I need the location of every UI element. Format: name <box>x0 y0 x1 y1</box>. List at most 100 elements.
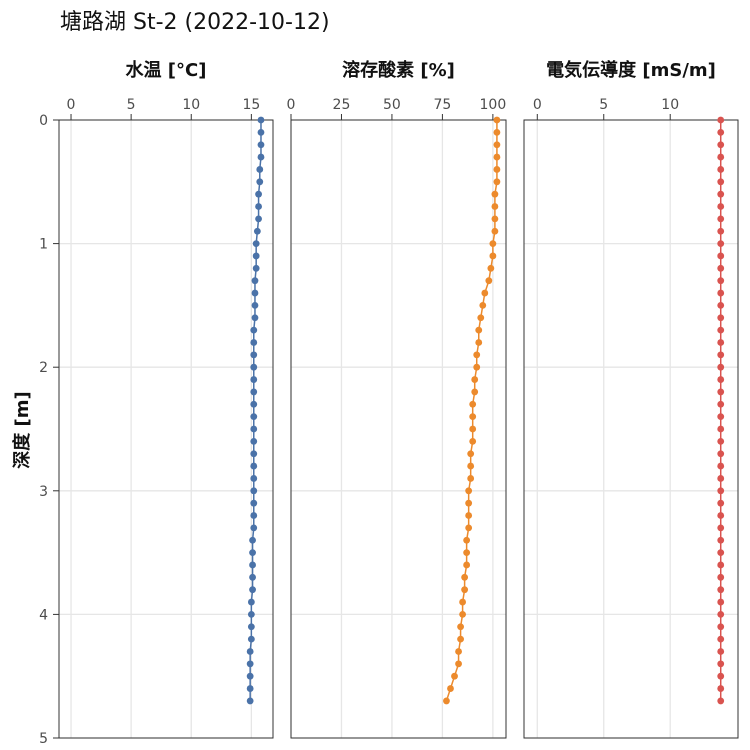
data-point <box>455 648 462 655</box>
data-point <box>473 351 481 359</box>
data-point <box>249 549 256 556</box>
data-point <box>717 128 725 136</box>
data-point <box>467 450 475 458</box>
x-tick-label: 10 <box>661 97 679 113</box>
data-point <box>717 116 725 124</box>
data-point <box>250 487 258 495</box>
y-axis: 0 1 2 3 4 5 <box>39 113 59 747</box>
x-tick-label: 5 <box>599 97 608 113</box>
data-point <box>246 697 254 705</box>
data-point <box>251 289 259 297</box>
data-point <box>250 425 258 433</box>
data-point <box>717 462 725 470</box>
data-point <box>249 573 256 581</box>
data-point <box>463 561 471 569</box>
data-point <box>257 141 265 149</box>
data-point <box>493 178 501 186</box>
data-point <box>717 326 725 334</box>
data-point <box>717 166 725 173</box>
data-point <box>255 215 262 223</box>
data-point <box>255 190 262 198</box>
data-point <box>447 685 454 692</box>
data-point <box>717 351 725 359</box>
data-point <box>255 203 262 210</box>
data-point <box>717 475 725 482</box>
y-tick-label: 5 <box>39 731 48 747</box>
data-point <box>250 437 258 445</box>
data-point <box>461 573 469 581</box>
data-point <box>250 512 258 519</box>
data-point <box>717 289 725 297</box>
panel-2: 0 25 50 75 100 溶存酸素 [%] <box>287 59 507 739</box>
data-point <box>717 697 725 705</box>
data-point <box>459 598 466 606</box>
data-point <box>489 240 497 248</box>
x-tick-label: 75 <box>433 97 451 113</box>
data-point <box>457 623 464 631</box>
data-point <box>717 623 725 631</box>
data-point <box>717 598 725 606</box>
data-point <box>491 215 499 223</box>
data-point <box>465 487 473 495</box>
data-point <box>493 141 501 149</box>
data-point <box>475 326 483 334</box>
data-point <box>246 685 254 692</box>
data-point <box>250 376 258 383</box>
data-point <box>256 166 264 173</box>
data-point <box>717 400 725 408</box>
data-point <box>250 413 258 421</box>
panels: 0 5 10 15 水温 [°C] 0 25 50 75 100 溶存酸素 [%] 0 5 10 電気伝導度… <box>58 59 739 739</box>
data-point <box>477 314 485 322</box>
data-point <box>717 487 725 495</box>
data-point <box>717 685 725 692</box>
data-point <box>463 536 471 544</box>
data-point <box>457 635 464 643</box>
data-point <box>717 227 725 235</box>
data-point <box>717 635 725 643</box>
data-point <box>250 326 258 334</box>
data-point <box>491 190 499 198</box>
data-point <box>465 524 473 532</box>
data-point <box>252 252 260 260</box>
data-point <box>717 648 725 655</box>
panel-frame <box>58 119 274 739</box>
data-point <box>467 462 475 470</box>
x-tick-label: 10 <box>182 97 200 113</box>
data-point <box>246 648 254 655</box>
data-point <box>717 203 725 210</box>
data-point <box>250 475 258 482</box>
x-tick-label: 100 <box>480 97 507 113</box>
data-point <box>465 512 473 519</box>
data-point <box>459 611 466 618</box>
data-point <box>250 524 258 532</box>
data-point <box>717 549 725 556</box>
y-tick-label: 4 <box>39 607 48 623</box>
data-point <box>251 302 259 309</box>
data-point <box>491 203 499 210</box>
data-point <box>246 660 254 668</box>
data-point <box>247 635 255 643</box>
data-point <box>249 536 256 544</box>
data-point <box>717 573 725 581</box>
data-point <box>485 277 493 285</box>
data-point <box>257 128 265 136</box>
data-point <box>717 425 725 433</box>
data-point <box>717 437 725 445</box>
data-point <box>717 314 725 322</box>
panel-frame <box>523 119 739 739</box>
y-axis-title: 深度 [m] <box>11 391 33 468</box>
data-point <box>461 586 469 594</box>
y-tick-label: 0 <box>39 113 48 129</box>
data-point <box>247 623 255 631</box>
data-point <box>247 598 255 606</box>
data-point <box>469 437 477 445</box>
data-point <box>487 264 495 272</box>
data-point <box>493 128 501 136</box>
data-point <box>489 252 497 260</box>
panel-title: 電気伝導度 [mS/m] <box>546 59 716 81</box>
data-point <box>469 413 477 421</box>
data-point <box>451 672 458 680</box>
data-point <box>250 351 258 359</box>
data-point <box>250 388 258 396</box>
data-point <box>717 660 725 668</box>
